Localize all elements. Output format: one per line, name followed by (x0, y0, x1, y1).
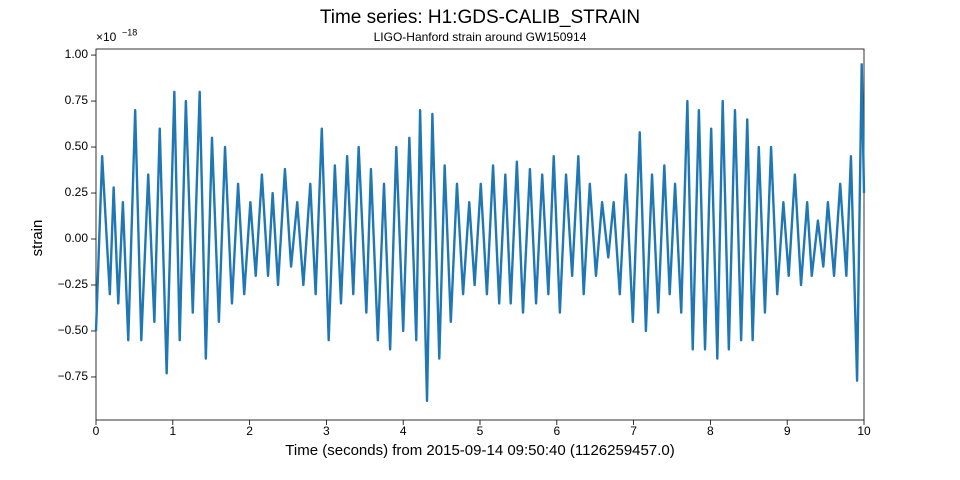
y-tick-label: 0.75 (65, 93, 89, 107)
plot-frame (95, 48, 865, 421)
x-tick-label: 5 (477, 424, 484, 438)
chart-subtitle: LIGO-Hanford strain around GW150914 (374, 30, 587, 44)
x-tick-label: 7 (630, 424, 637, 438)
x-tick-label: 3 (323, 424, 330, 438)
y-tick-label: −0.75 (58, 369, 89, 383)
x-tick-label: 1 (169, 424, 176, 438)
y-axis-label: strain (29, 220, 46, 257)
y-tick-label: −0.25 (58, 277, 89, 291)
x-tick-label: 2 (246, 424, 253, 438)
x-axis-label: Time (seconds) from 2015-09-14 09:50:40 … (285, 442, 674, 459)
x-tick-label: 6 (553, 424, 560, 438)
y-tick-label: 0.25 (65, 185, 89, 199)
y-tick-label: 0.00 (65, 231, 89, 245)
x-tick-label: 9 (784, 424, 791, 438)
y-tick-label: −0.50 (58, 323, 89, 337)
chart-title: Time series: H1:GDS-CALIB_STRAIN (320, 7, 640, 28)
y-tick-label: 1.00 (65, 47, 89, 61)
x-tick-label: 0 (93, 424, 100, 438)
series-line (94, 63, 866, 403)
y-tick-label: 0.50 (65, 139, 89, 153)
x-tick-label: 8 (707, 424, 714, 438)
y-scale-base: ×10 (96, 30, 117, 44)
y-scale-exponent: −18 (122, 27, 137, 37)
x-tick-label: 10 (857, 424, 871, 438)
x-tick-label: 4 (400, 424, 407, 438)
